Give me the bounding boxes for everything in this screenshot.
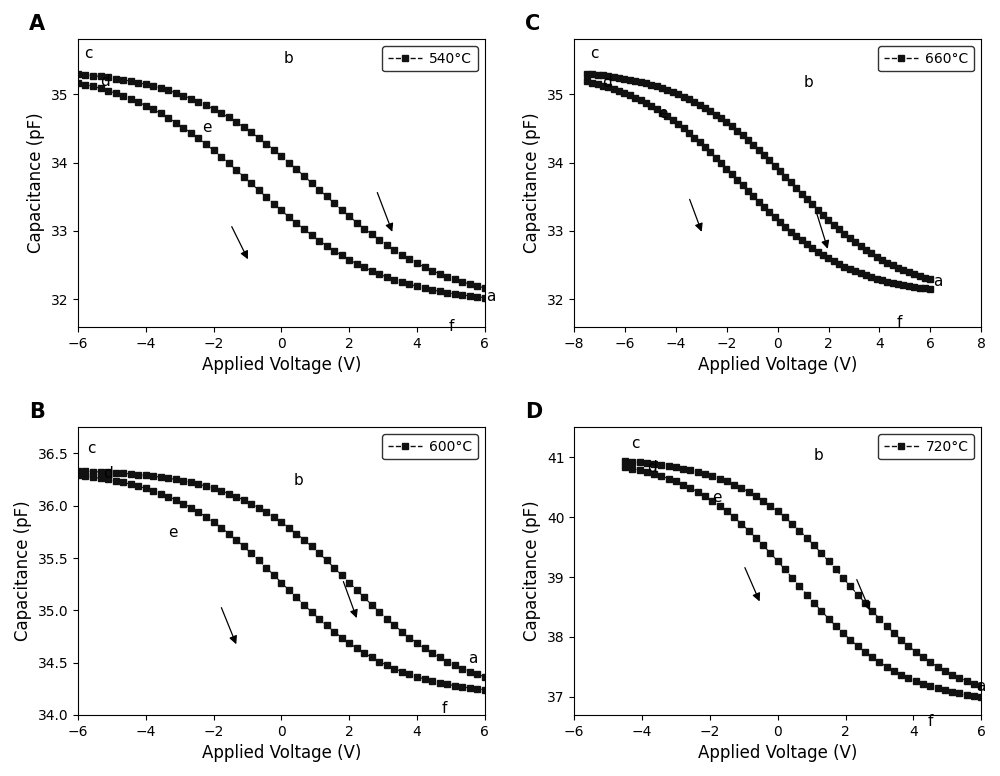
Text: a: a — [976, 679, 985, 694]
Text: b: b — [293, 473, 303, 488]
Text: d: d — [104, 466, 113, 480]
Legend: 600°C: 600°C — [382, 435, 478, 459]
Text: f: f — [928, 714, 933, 729]
Y-axis label: Capacitance (pF): Capacitance (pF) — [14, 501, 32, 642]
Legend: 720°C: 720°C — [878, 435, 974, 459]
Text: b: b — [283, 51, 293, 66]
Text: b: b — [813, 449, 823, 463]
Text: C: C — [525, 13, 541, 33]
Text: B: B — [29, 401, 45, 421]
X-axis label: Applied Voltage (V): Applied Voltage (V) — [698, 744, 857, 762]
X-axis label: Applied Voltage (V): Applied Voltage (V) — [698, 356, 857, 374]
Text: d: d — [602, 75, 612, 90]
X-axis label: Applied Voltage (V): Applied Voltage (V) — [202, 744, 361, 762]
Text: a: a — [468, 650, 477, 666]
Y-axis label: Capacitance (pF): Capacitance (pF) — [27, 113, 45, 254]
Text: e: e — [712, 490, 721, 505]
Text: c: c — [87, 442, 96, 456]
Legend: 660°C: 660°C — [878, 47, 974, 71]
Y-axis label: Capacitance (pF): Capacitance (pF) — [523, 501, 541, 642]
Text: A: A — [29, 13, 45, 33]
Legend: 540°C: 540°C — [382, 47, 478, 71]
Text: a: a — [487, 289, 496, 304]
Text: f: f — [441, 702, 447, 716]
Text: c: c — [84, 46, 92, 61]
X-axis label: Applied Voltage (V): Applied Voltage (V) — [202, 356, 361, 374]
Y-axis label: Capacitance (pF): Capacitance (pF) — [523, 113, 541, 254]
Text: e: e — [168, 525, 178, 540]
Text: c: c — [631, 436, 640, 452]
Text: e: e — [202, 120, 212, 135]
Text: d: d — [100, 74, 110, 89]
Text: c: c — [590, 46, 599, 61]
Text: f: f — [897, 314, 902, 330]
Text: f: f — [448, 319, 454, 334]
Text: a: a — [933, 274, 942, 289]
Text: D: D — [525, 401, 543, 421]
Text: d: d — [647, 460, 657, 475]
Text: e: e — [658, 106, 668, 121]
Text: b: b — [803, 75, 813, 90]
